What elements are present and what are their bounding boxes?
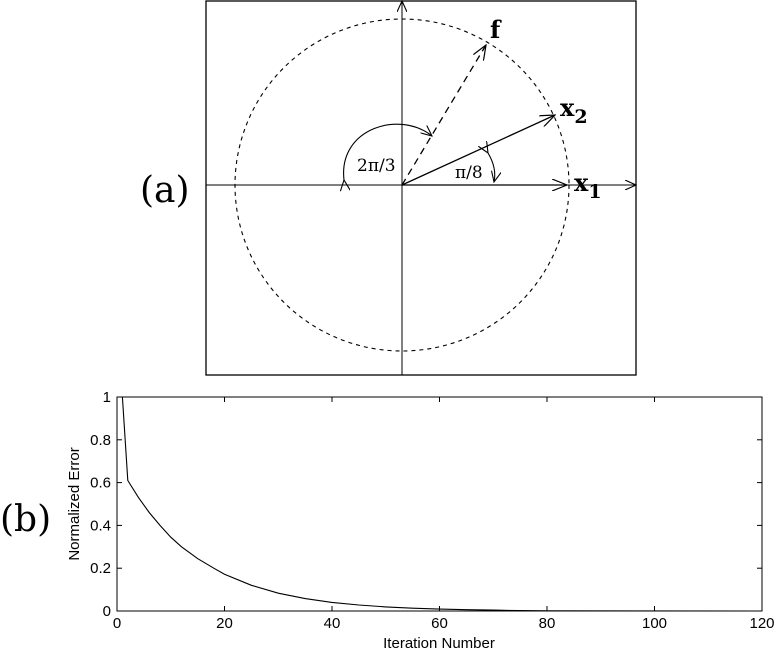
angle-arc-small <box>488 153 495 182</box>
vector-x2-label: x2 <box>560 93 588 128</box>
x-tick-label: 20 <box>216 615 233 632</box>
vector-x1-subscript: 1 <box>588 181 601 203</box>
y-axis-label: Normalized Error <box>66 447 83 560</box>
panel-b: (b) 0 20 40 60 80 100 120 0 0.2 0.4 0.6 0.8 1 Itera… <box>0 389 775 650</box>
x-axis-label: Iteration Number <box>383 635 495 650</box>
x-tick-label: 100 <box>642 615 667 632</box>
x-tick-label: 120 <box>749 615 774 632</box>
y-tick-label: 0 <box>103 603 111 620</box>
vector-f-label: f <box>490 15 502 44</box>
y-ticks: 0 0.2 0.4 0.6 0.8 1 <box>90 389 762 620</box>
x-tick-label: 0 <box>113 615 121 632</box>
error-curve <box>121 396 763 612</box>
x-tick-label: 40 <box>324 615 341 632</box>
x-tick-label: 80 <box>539 615 556 632</box>
x-ticks: 0 20 40 60 80 100 120 <box>113 397 775 632</box>
vector-x2-subscript: 2 <box>574 106 587 128</box>
vector-x1-letter: x <box>574 168 589 197</box>
vector-x2-letter: x <box>560 93 575 122</box>
y-tick-label: 0.2 <box>90 560 111 577</box>
panel-a-label: (a) <box>140 170 190 211</box>
vector-x1-label: x1 <box>574 168 602 203</box>
panel-a: (a) f x2 x1 2π/3 π/8 <box>140 0 637 376</box>
y-tick-label: 0.4 <box>90 517 111 534</box>
panel-a-frame <box>205 0 637 376</box>
y-tick-label: 1 <box>103 389 111 406</box>
angle-label-large: 2π/3 <box>357 156 396 176</box>
angle-label-small: π/8 <box>455 163 483 183</box>
y-tick-label: 0.8 <box>90 432 111 449</box>
angle-arc-large <box>344 123 432 180</box>
y-tick-label: 0.6 <box>90 475 111 492</box>
unit-circle <box>234 18 570 352</box>
panel-b-label: (b) <box>0 499 51 540</box>
plot-frame <box>116 396 763 612</box>
x-tick-label: 60 <box>431 615 448 632</box>
